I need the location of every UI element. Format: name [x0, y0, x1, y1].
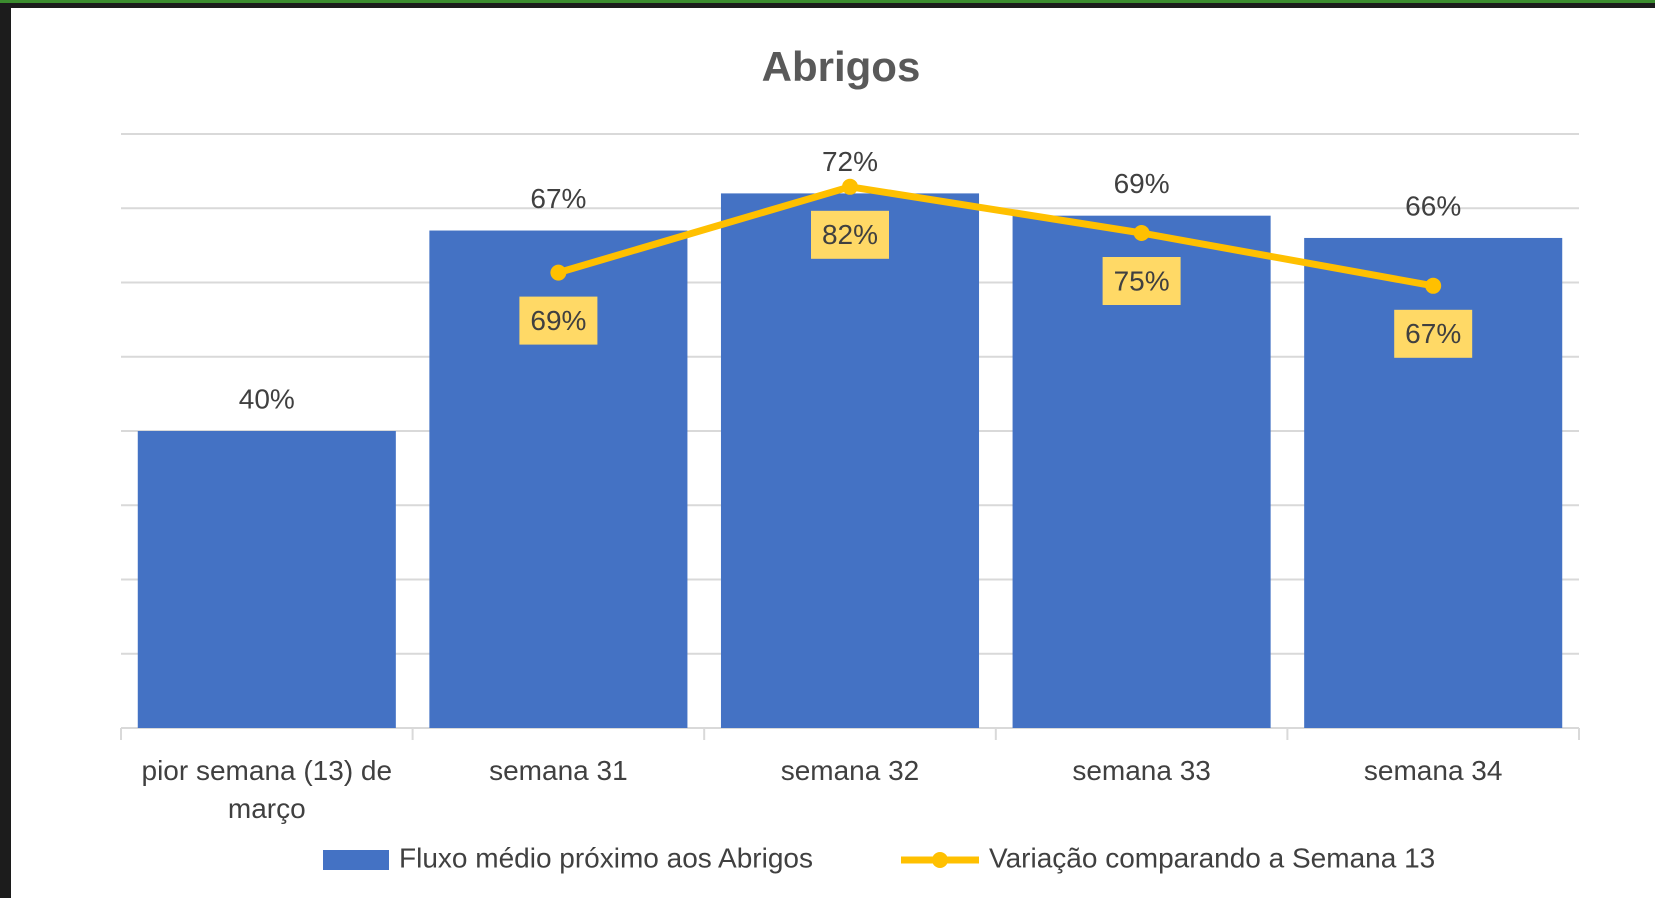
line-value-label: 69% [530, 305, 586, 336]
bar-value-label: 67% [530, 183, 586, 214]
bar [137, 431, 396, 728]
x-tick-label: semana 31 [489, 755, 628, 786]
legend-marker [932, 852, 948, 868]
line-label-box [519, 296, 598, 345]
line-label-box [1102, 257, 1181, 305]
line-marker [550, 264, 567, 281]
line-marker [1425, 277, 1442, 294]
bar-value-label: 69% [1114, 168, 1170, 199]
chart: Abrigos 40% 67% 72% 69% 66% 69% 82% 75% 67% Fluxo… [120, 43, 1580, 873]
chart-title: Abrigos [762, 43, 921, 90]
legend-label: Variação comparando a Semana 13 [989, 842, 1435, 873]
legend-swatch [323, 850, 389, 870]
x-tick-label: pior semana (13) de março [141, 755, 393, 824]
line-value-label: 82% [822, 219, 878, 250]
line-value-label: 75% [1114, 265, 1170, 296]
line-label-box [1394, 309, 1473, 358]
x-tick-label: semana 34 [1363, 755, 1503, 786]
line-marker [842, 178, 858, 195]
bar-value-label: 72% [822, 146, 878, 177]
bar-value-label: 66% [1405, 190, 1461, 221]
chart-panel: Abrigos 40% 67% 72% 69% 66% 69% 82% 75% 67% Fluxo… [11, 8, 1655, 898]
x-tick-label: semana 33 [1072, 755, 1211, 786]
line-series [557, 183, 1434, 290]
bar [720, 193, 980, 728]
legend-label: Fluxo médio próximo aos Abrigos [399, 842, 813, 873]
line-marker [1133, 225, 1150, 241]
line-value-label: 67% [1405, 318, 1461, 349]
bar-value-label: 40% [239, 383, 295, 414]
x-tick-label: semana 32 [780, 755, 920, 786]
line-label-box [811, 210, 889, 259]
